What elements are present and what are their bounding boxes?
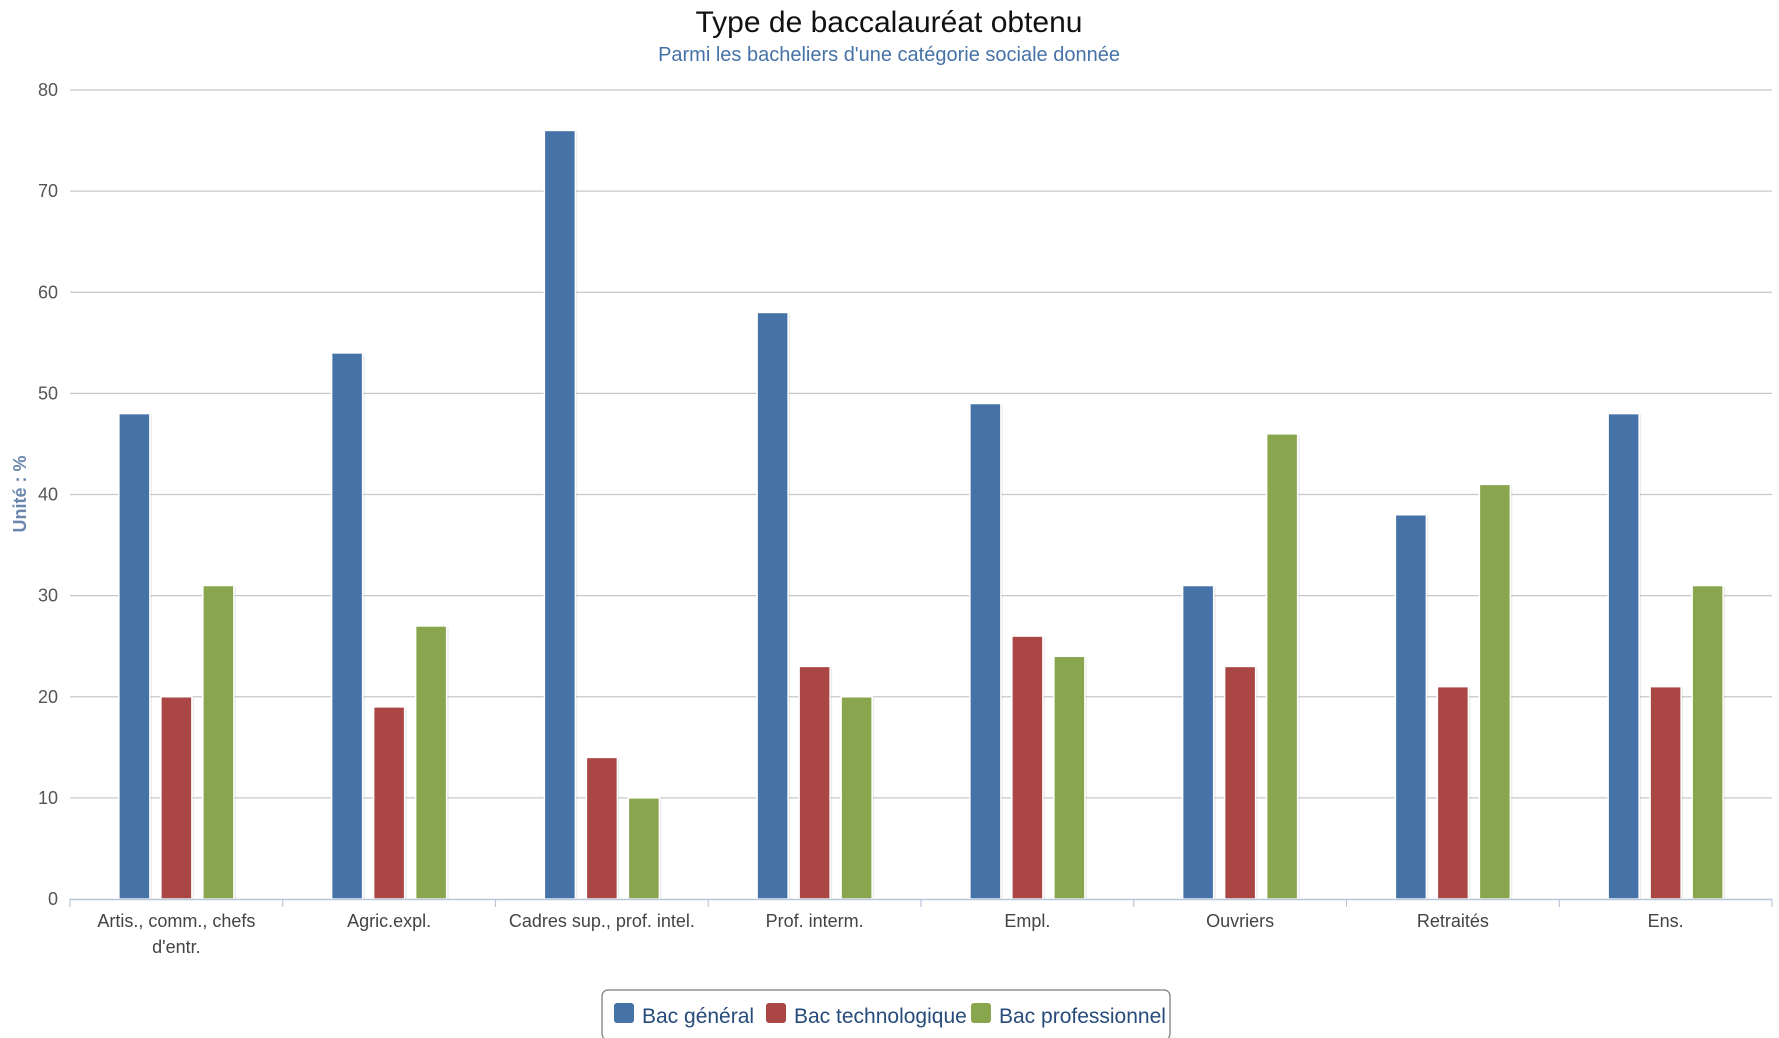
y-tick-label: 80	[38, 80, 58, 100]
y-axis-ticks: 0 10 20 30 40 50 60 70 80	[38, 80, 58, 909]
x-tick-label: Empl.	[1004, 911, 1050, 931]
x-tick-label: Ens.	[1648, 911, 1684, 931]
y-axis-label: Unité : %	[10, 455, 30, 532]
legend-item-bac-professionnel[interactable]: Bac professionnel	[971, 1003, 1166, 1028]
x-axis: Artis., comm., chefs d'entr. Agric.expl. Ca…	[69, 898, 1773, 957]
x-tick-label: Artis., comm., chefs d'entr.	[97, 911, 255, 957]
bar[interactable]	[1011, 635, 1044, 900]
bars	[118, 129, 1726, 901]
bar[interactable]	[1478, 483, 1512, 900]
bar[interactable]	[414, 625, 448, 900]
bar[interactable]	[1436, 685, 1470, 900]
bar[interactable]	[1607, 412, 1640, 900]
legend-swatch-bac-technologique	[766, 1003, 786, 1023]
bar[interactable]	[1649, 685, 1682, 900]
bar[interactable]	[1181, 584, 1215, 900]
y-tick-label: 0	[48, 889, 58, 909]
bar[interactable]	[372, 706, 406, 900]
x-tick-label: Prof. interm.	[766, 911, 864, 931]
bar[interactable]	[969, 402, 1002, 900]
bar[interactable]	[118, 412, 151, 900]
x-tick-label: Retraités	[1417, 911, 1489, 931]
bar[interactable]	[1691, 584, 1724, 900]
bar[interactable]	[1394, 513, 1428, 900]
y-tick-label: 40	[38, 485, 58, 505]
bar[interactable]	[1053, 655, 1086, 900]
legend-box	[601, 989, 1171, 1038]
bar[interactable]	[627, 797, 661, 900]
legend-swatch-bac-professionnel	[971, 1003, 991, 1023]
legend-item-bac-general[interactable]: Bac général	[614, 1003, 754, 1028]
legend-swatch-bac-general	[614, 1003, 634, 1023]
y-tick-label: 60	[38, 282, 58, 302]
x-tick-label: Ouvriers	[1206, 911, 1274, 931]
y-tick-label: 10	[38, 788, 58, 808]
bar[interactable]	[798, 665, 831, 900]
chart-title: Type de baccalauréat obtenu	[696, 6, 1083, 39]
x-tick-label: Cadres sup., prof. intel.	[509, 911, 695, 931]
legend-label-bac-general: Bac général	[642, 1005, 754, 1028]
x-tick-label: Agric.expl.	[347, 911, 431, 931]
legend-label-bac-technologique: Bac technologique	[794, 1005, 967, 1028]
bar[interactable]	[202, 584, 235, 900]
y-tick-label: 70	[38, 181, 58, 201]
bar[interactable]	[1265, 433, 1299, 900]
legend-label-bac-professionnel: Bac professionnel	[999, 1005, 1166, 1028]
legend[interactable]: Bac général Bac technologique Bac profes…	[601, 989, 1171, 1038]
legend-item-bac-technologique[interactable]: Bac technologique	[766, 1003, 967, 1028]
bar[interactable]	[330, 352, 364, 900]
gridlines	[70, 89, 1772, 799]
bar[interactable]	[840, 696, 873, 900]
bar[interactable]	[1223, 665, 1257, 900]
bar[interactable]	[543, 129, 577, 900]
y-tick-label: 50	[38, 383, 58, 403]
y-tick-label: 30	[38, 586, 58, 606]
bar[interactable]	[585, 756, 619, 900]
chart-subtitle: Parmi les bacheliers d'une catégorie soc…	[658, 44, 1120, 66]
bar[interactable]	[160, 696, 193, 900]
bar[interactable]	[756, 311, 789, 900]
y-tick-label: 20	[38, 687, 58, 707]
